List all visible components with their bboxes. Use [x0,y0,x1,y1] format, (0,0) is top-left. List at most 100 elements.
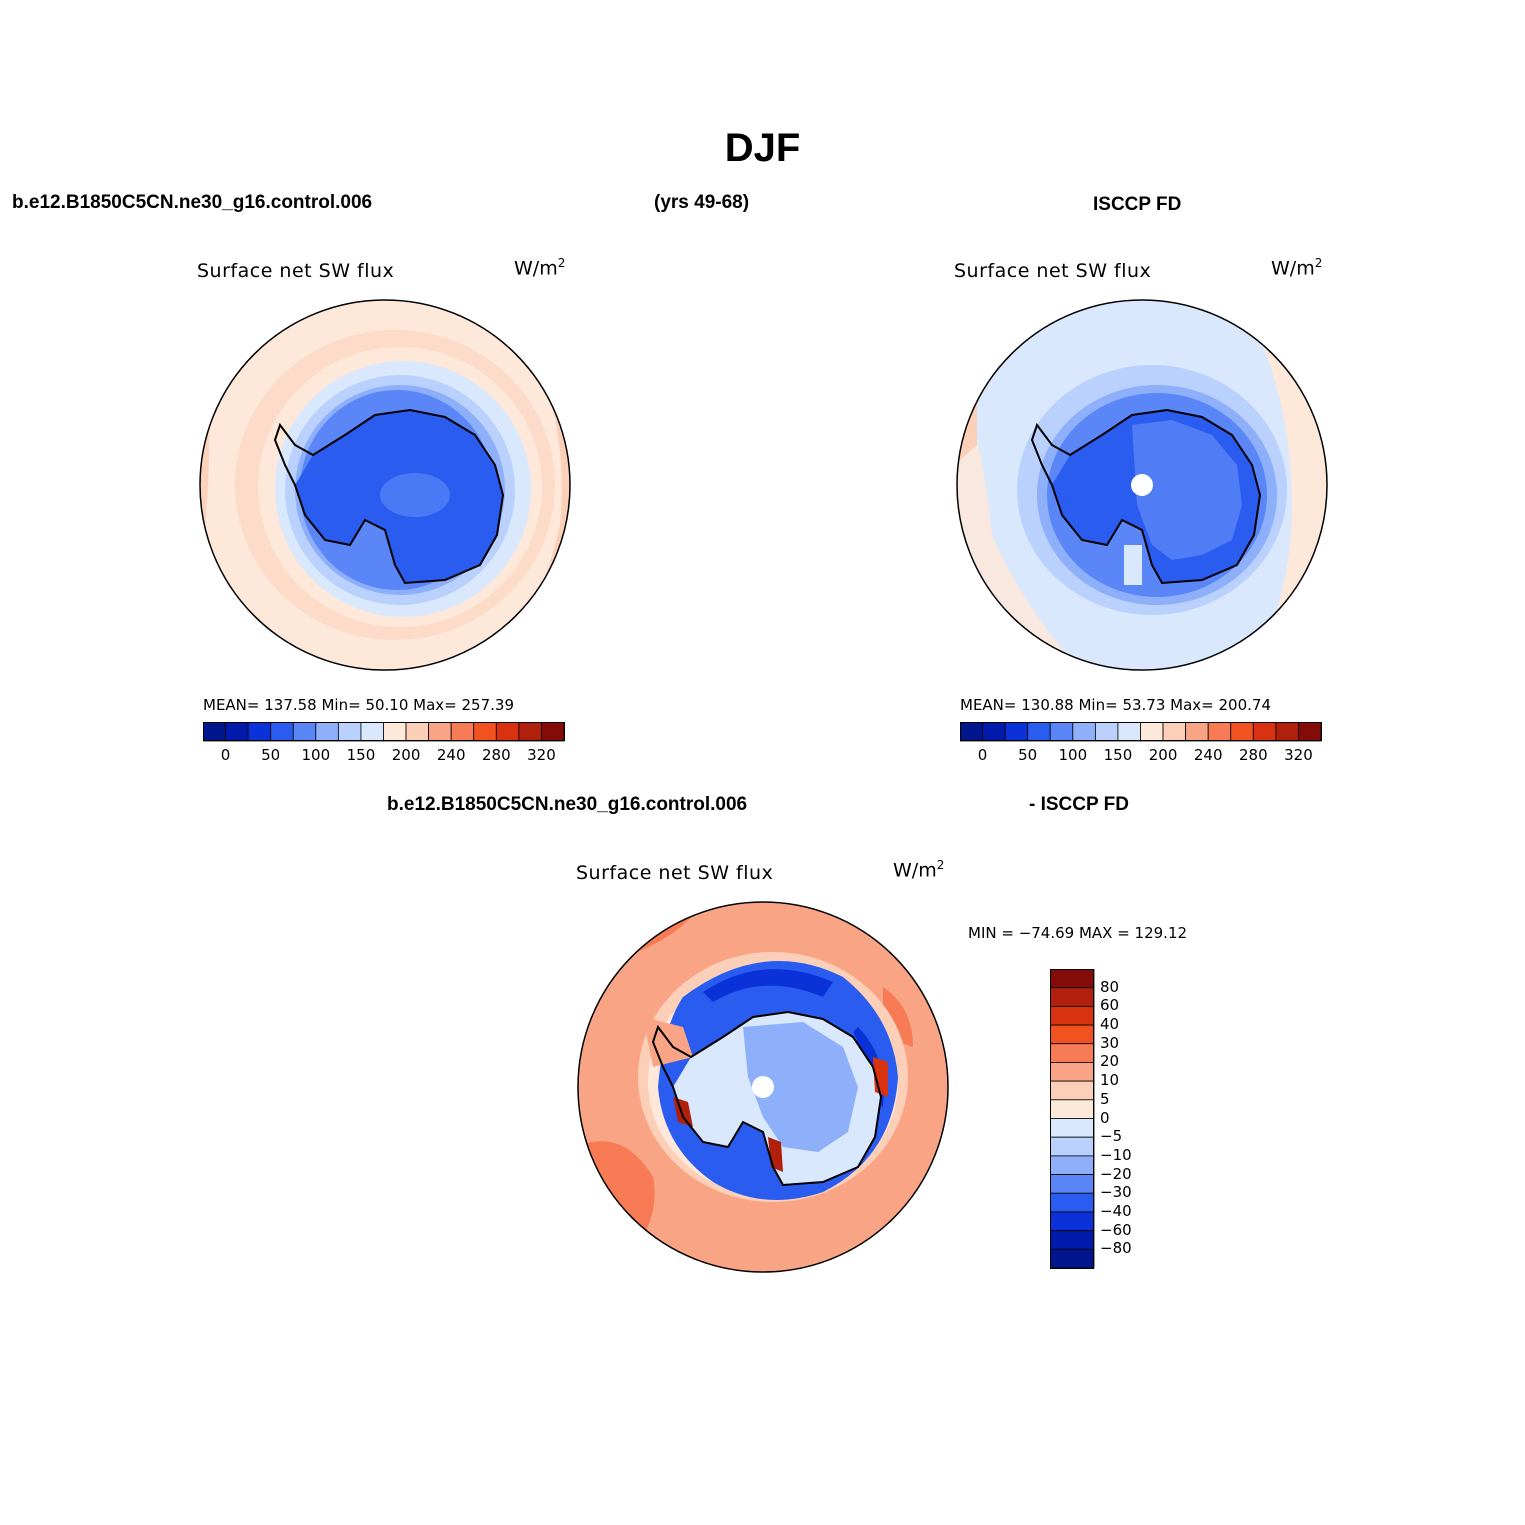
colorbar-swatch [428,722,452,742]
colorbar-swatch [1230,722,1254,742]
colorbar-tick-label: −10 [1100,1145,1132,1164]
colorbar-swatch [247,722,272,742]
colorbar-swatch [1162,722,1187,742]
colorbar-tick-label: 150 [1103,746,1133,764]
colorbar-swatch [337,722,362,742]
colorbar-swatch [1252,722,1277,742]
figure-title: DJF [724,126,801,170]
colorbar-swatch [1004,722,1029,742]
colorbar-tick-label: 60 [1100,996,1120,1015]
obs-stats: MEAN= 130.88 Min= 53.73 Max= 200.74 [960,696,1271,714]
colorbar-tick-label: 50 [1018,746,1038,764]
colorbar-swatch [383,722,407,742]
colorbar-tick-label: 320 [527,746,556,764]
colorbar-tick-label: 320 [1284,746,1313,764]
diff-colorbar [1050,969,1095,1269]
colorbar-swatch [1117,722,1141,742]
colorbar-tick-label: −40 [1100,1201,1132,1220]
colorbar-swatch [541,722,565,742]
colorbar-swatch [1050,1062,1095,1082]
colorbar-tick-label: 240 [1193,746,1223,764]
colorbar-swatch [1207,722,1232,742]
colorbar-tick-label: 0 [1100,1108,1110,1127]
top-right-header: ISCCP FD [1093,194,1182,215]
colorbar-swatch [1050,1155,1095,1175]
obs-colorbar [960,722,1322,742]
model-stats: MEAN= 137.58 Min= 50.10 Max= 257.39 [203,696,514,714]
colorbar-swatch [1050,1192,1095,1213]
colorbar-tick-label: −5 [1100,1127,1123,1146]
colorbar-tick-label: 40 [1100,1015,1120,1034]
diff-stats: MIN = −74.69 MAX = 129.12 [968,924,1188,942]
colorbar-tick-label: −60 [1100,1220,1132,1239]
colorbar-swatch [405,722,430,742]
model-units: W/m2 [514,256,566,280]
colorbar-swatch [270,722,294,742]
colorbar-swatch [1050,1080,1095,1101]
colorbar-swatch [1050,1118,1095,1138]
colorbar-swatch [1050,1024,1095,1045]
obs-panel-title: Surface net SW flux [954,260,1152,282]
colorbar-swatch [1050,1174,1095,1194]
colorbar-swatch [1050,1043,1095,1063]
colorbar-tick-label: 50 [261,746,281,764]
top-left-header: b.e12.B1850C5CN.ne30_g16.control.006 [12,192,373,213]
colorbar-tick-label: −80 [1100,1239,1132,1258]
colorbar-swatch [450,722,475,742]
colorbar-swatch [495,722,520,742]
colorbar-swatch [1050,1099,1095,1119]
colorbar-tick-label: 10 [1100,1071,1120,1090]
colorbar-tick-label: 240 [436,746,466,764]
colorbar-tick-label: 5 [1100,1089,1110,1108]
diff-panel-title: Surface net SW flux [576,862,774,884]
colorbar-swatch [1050,1211,1095,1232]
colorbar-tick-label: 80 [1100,977,1120,996]
colorbar-swatch [1050,1248,1095,1269]
colorbar-tick-label: 280 [1238,746,1268,764]
colorbar-swatch [1050,1230,1095,1250]
colorbar-tick-label: 0 [977,746,988,764]
model-polar-map [199,299,571,671]
colorbar-tick-label: 30 [1100,1033,1120,1052]
colorbar-tick-label: −20 [1100,1164,1132,1183]
colorbar-swatch [1185,722,1209,742]
colorbar-swatch [1050,1136,1095,1157]
colorbar-tick-label: 100 [1058,746,1088,764]
colorbar-swatch [1275,722,1299,742]
colorbar-swatch [1140,722,1164,742]
bottom-header-right: - ISCCP FD [1029,794,1129,815]
diff-units: W/m2 [893,858,945,882]
colorbar-swatch [315,722,339,742]
colorbar-swatch [1298,722,1322,742]
diff-polar-map [577,901,949,1273]
colorbar-swatch [292,722,317,742]
bottom-header-left: b.e12.B1850C5CN.ne30_g16.control.006 [387,794,748,815]
colorbar-swatch [982,722,1006,742]
colorbar-swatch [473,722,497,742]
colorbar-tick-label: −30 [1100,1183,1132,1202]
model-panel-title: Surface net SW flux [197,260,395,282]
colorbar-swatch [1050,969,1095,989]
colorbar-tick-label: 100 [301,746,331,764]
colorbar-tick-label: 200 [391,746,421,764]
colorbar-swatch [1050,1005,1095,1026]
colorbar-swatch [1072,722,1096,742]
colorbar-tick-label: 280 [481,746,511,764]
obs-units: W/m2 [1271,256,1323,280]
top-center-header: (yrs 49-68) [654,192,750,213]
colorbar-tick-label: 0 [220,746,231,764]
colorbar-swatch [360,722,384,742]
colorbar-swatch [1049,722,1074,742]
colorbar-swatch [1050,987,1095,1007]
colorbar-swatch [225,722,249,742]
colorbar-swatch [1027,722,1051,742]
colorbar-tick-label: 150 [346,746,376,764]
colorbar-tick-label: 20 [1100,1052,1120,1071]
colorbar-swatch [1094,722,1119,742]
model-colorbar [203,722,565,742]
obs-polar-map [956,299,1328,671]
colorbar-swatch [203,722,226,742]
colorbar-swatch [518,722,542,742]
colorbar-swatch [960,722,983,742]
colorbar-tick-label: 200 [1148,746,1178,764]
